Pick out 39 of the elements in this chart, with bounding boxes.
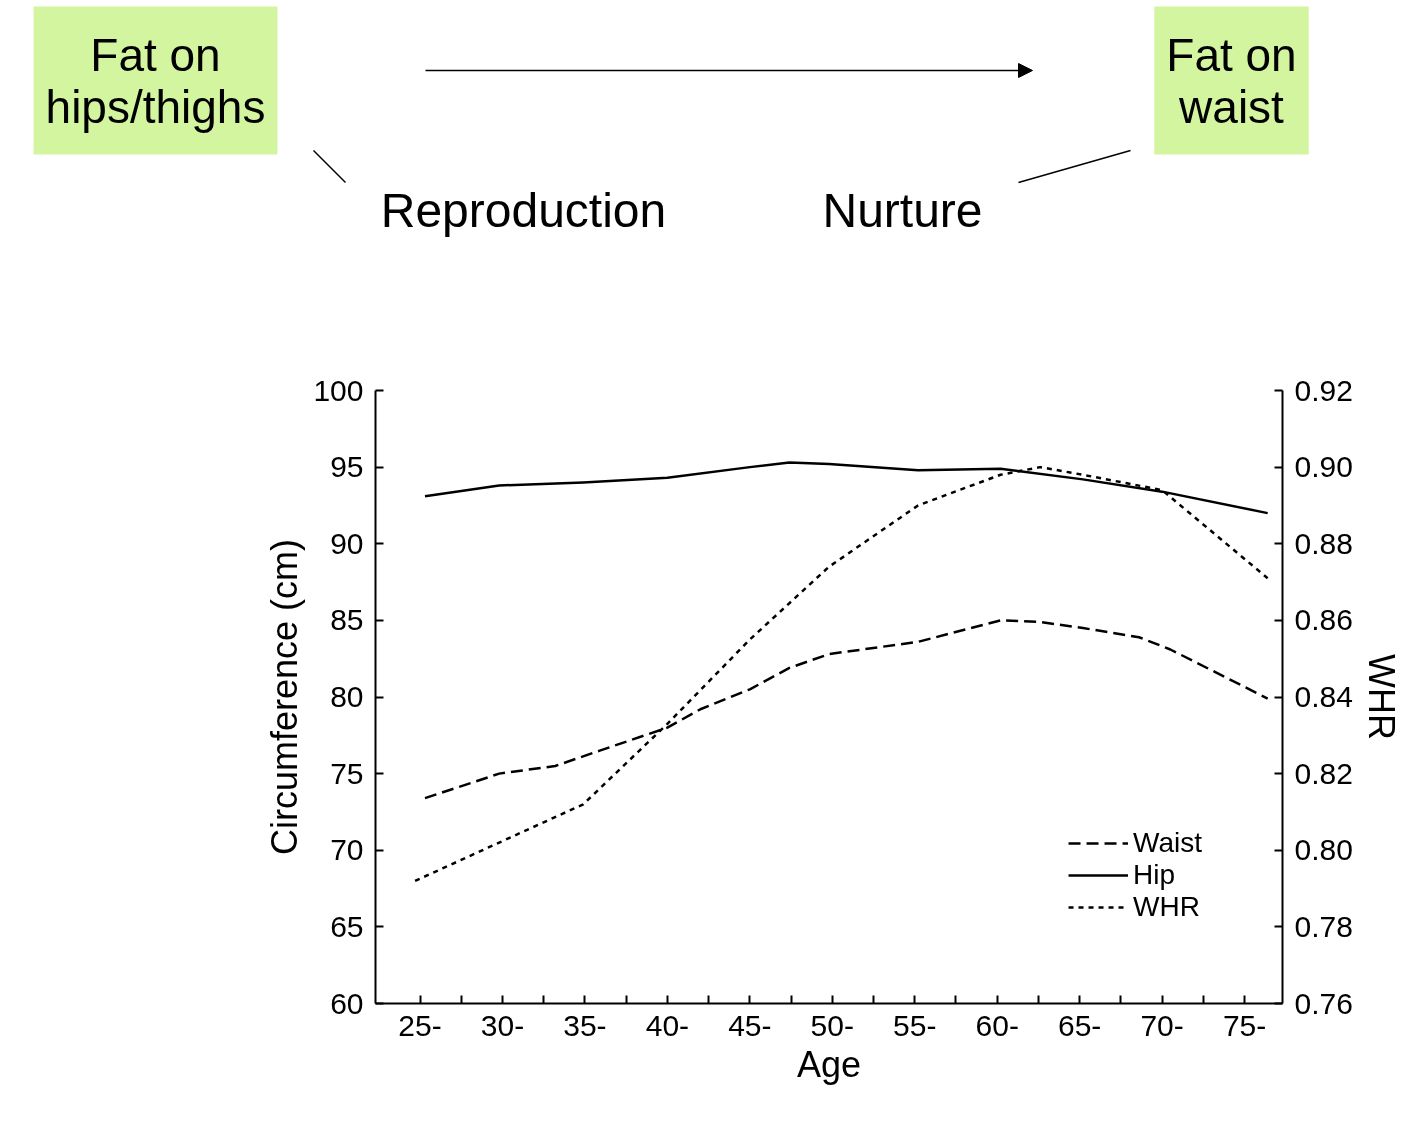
y2-tick-label: 0.86 [1294,603,1353,637]
text: Fat on hips/thighs [45,28,266,133]
y-tick-label: 70 [330,833,364,867]
text: Nurture [822,184,983,237]
y-tick-label: 85 [330,603,364,637]
x-tick-label: 60- [975,1008,1019,1042]
y-tick-label: 90 [330,526,364,560]
x-tick-label: 70- [1140,1008,1184,1042]
x-tick-label: 45- [728,1008,772,1042]
legend-label: Hip [1133,859,1176,891]
y2-tick-label: 0.78 [1294,909,1353,943]
y-tick-label: 95 [330,450,364,484]
y2-tick-label: 0.76 [1294,986,1353,1020]
y-tick-label: 65 [330,909,364,943]
y2-tick-label: 0.90 [1294,450,1353,484]
y2-tick-label: 0.80 [1294,833,1353,867]
y-tick-label: 75 [330,756,364,790]
y2-tick-label: 0.82 [1294,756,1353,790]
y-tick-label: 80 [330,680,364,713]
x-tick-label: 30- [480,1008,525,1042]
legend-label: Waist [1133,827,1202,859]
y-axis-title: Circumference (cm) [264,538,306,856]
text: Fat on waist [1166,28,1297,133]
y2-tick-label: 0.88 [1294,526,1353,560]
y-tick-label: 60 [330,986,364,1020]
text: Reproduction [380,184,667,237]
y2-tick-label: 0.84 [1294,680,1353,713]
y2-tick-label: 0.92 [1294,373,1353,407]
legend-label: WHR [1133,891,1200,923]
x-tick-label: 50- [810,1008,854,1042]
x-tick-label: 25- [398,1008,442,1042]
y2-axis-title: WHR [1360,654,1402,740]
x-tick-label: 55- [893,1008,937,1042]
y-tick-label: 100 [313,373,364,407]
x-tick-label: 35- [563,1008,607,1042]
x-tick-label: 75- [1222,1008,1267,1042]
x-axis-title: Age [796,1043,862,1085]
x-tick-label: 40- [645,1008,690,1042]
x-tick-label: 65- [1057,1008,1102,1042]
